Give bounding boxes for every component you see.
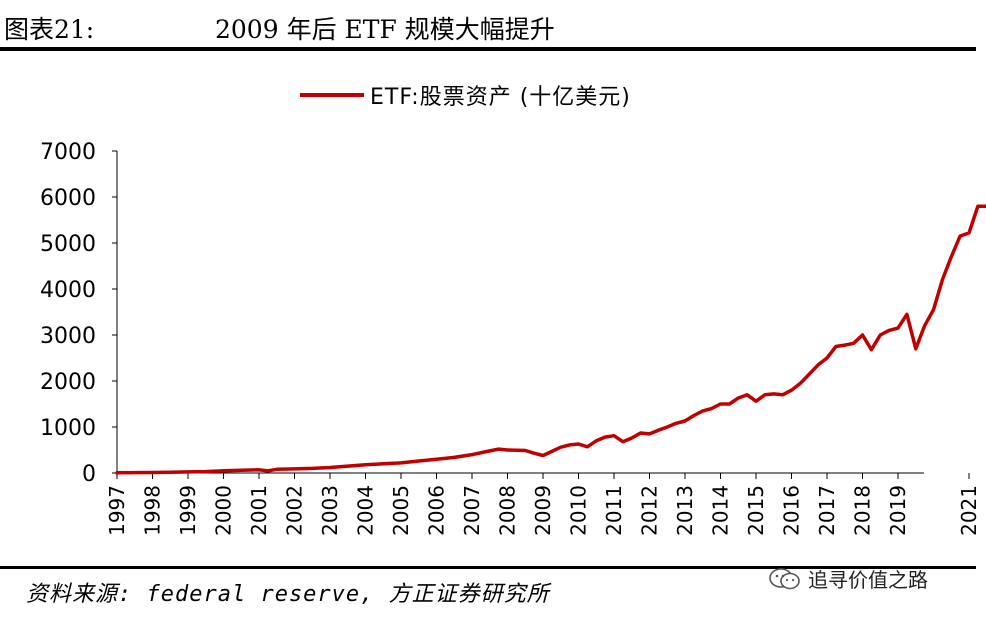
x-tick-label: 2005 bbox=[389, 485, 413, 536]
x-tick-label: 2000 bbox=[212, 485, 236, 536]
x-tick-label: 2010 bbox=[567, 485, 591, 536]
x-tick-label: 2011 bbox=[602, 485, 626, 536]
x-tick-label: 2019 bbox=[886, 485, 910, 536]
y-tick-label: 3000 bbox=[40, 324, 96, 349]
figure-number: 图表21: bbox=[4, 15, 95, 44]
x-tick-label: 2002 bbox=[283, 485, 307, 536]
y-tick-label: 6000 bbox=[40, 186, 96, 211]
x-tick-label: 2003 bbox=[318, 485, 342, 536]
y-tick-label: 4000 bbox=[40, 278, 96, 303]
source-note: 资料来源: federal reserve, 方正证券研究所 bbox=[26, 582, 550, 607]
chart-legend: ETF:股票资产 (十亿美元) bbox=[300, 80, 631, 110]
bottom-rule bbox=[0, 566, 976, 569]
x-tick-label: 2018 bbox=[851, 485, 875, 536]
x-tick-label: 2008 bbox=[496, 485, 520, 536]
x-axis: 1997 1998 1999 2000 2001 2002 2003 2004 2005 2006… bbox=[105, 472, 981, 536]
x-tick-label: 2001 bbox=[247, 485, 271, 536]
x-tick-label: 2015 bbox=[744, 485, 768, 536]
figure-title: 2009 年后 ETF 规模大幅提升 bbox=[215, 15, 555, 44]
x-tick-label: 2021 bbox=[957, 485, 981, 536]
legend-line-swatch bbox=[300, 93, 364, 97]
y-tick-label: 5000 bbox=[40, 232, 96, 257]
y-axis: 0 1000 2000 3000 4000 5000 6000 7000 bbox=[40, 140, 118, 487]
series-layer bbox=[115, 204, 986, 475]
x-tick-label: 2004 bbox=[354, 485, 378, 536]
y-tick-label: 2000 bbox=[40, 370, 96, 395]
x-tick-label: 1999 bbox=[176, 485, 200, 536]
x-tick-label: 2009 bbox=[531, 485, 555, 536]
x-tick-label: 1998 bbox=[141, 485, 165, 536]
x-tick-label: 2014 bbox=[709, 485, 733, 536]
x-tick-label: 2013 bbox=[673, 485, 697, 536]
legend-label: ETF:股票资产 (十亿美元) bbox=[370, 85, 631, 110]
figure-header: 图表21: 2009 年后 ETF 规模大幅提升 bbox=[0, 0, 986, 52]
top-rule bbox=[0, 47, 976, 51]
y-tick-label: 7000 bbox=[40, 140, 96, 165]
y-tick-label: 0 bbox=[82, 462, 96, 487]
x-tick-label: 1997 bbox=[105, 485, 129, 536]
series-line bbox=[115, 204, 986, 475]
x-tick-label: 2006 bbox=[425, 485, 449, 536]
x-tick-label: 2007 bbox=[460, 485, 484, 536]
x-tick-label: 2017 bbox=[815, 485, 839, 536]
watermark: 追寻价值之路 bbox=[768, 564, 928, 593]
y-tick-label: 1000 bbox=[40, 416, 96, 441]
x-tick-label: 2012 bbox=[638, 485, 662, 536]
watermark-text: 追寻价值之路 bbox=[808, 568, 928, 592]
x-tick-label: 2016 bbox=[780, 485, 804, 536]
wechat-icon bbox=[769, 567, 800, 589]
